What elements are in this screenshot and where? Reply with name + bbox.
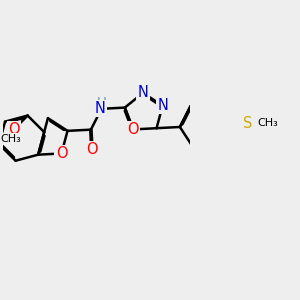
Text: H: H <box>97 96 106 109</box>
Text: N: N <box>138 85 148 100</box>
Text: N: N <box>94 101 105 116</box>
Text: O: O <box>8 122 20 137</box>
Text: S: S <box>243 116 252 131</box>
Text: O: O <box>128 122 139 137</box>
Text: O: O <box>56 146 67 161</box>
Text: N: N <box>157 98 168 113</box>
Text: CH₃: CH₃ <box>257 118 278 128</box>
Text: CH₃: CH₃ <box>1 134 22 144</box>
Text: O: O <box>86 142 98 157</box>
